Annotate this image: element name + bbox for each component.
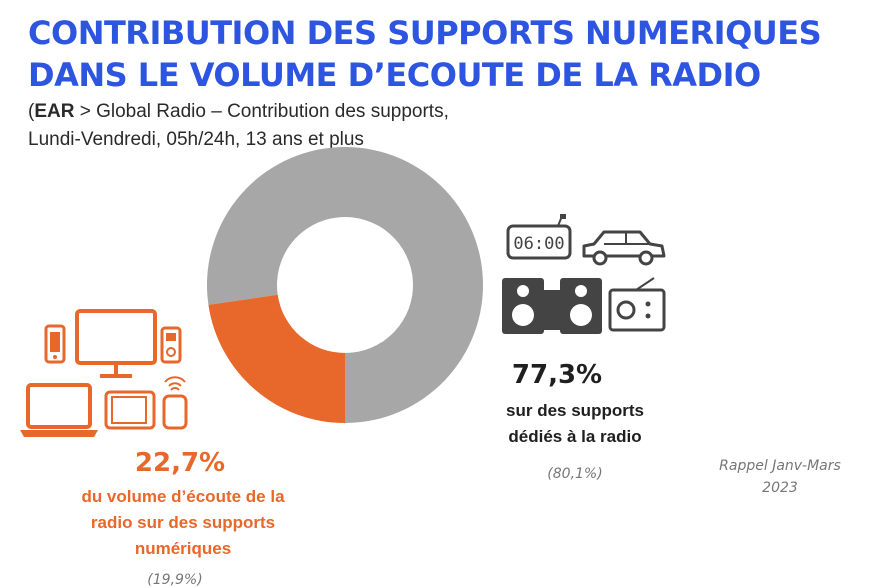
radio-share-previous: (80,1%) <box>547 466 603 482</box>
radio-share-label-line-2: dédiés à la radio <box>508 427 642 446</box>
digital-share-label: du volume d’écoute de la radio sur des s… <box>28 484 338 562</box>
car-icon <box>582 230 666 266</box>
donut-slice-radio <box>207 147 483 423</box>
rappel-line-1: Rappel Janv-Mars <box>719 458 841 474</box>
subtitle-source: EAR <box>34 101 75 122</box>
page-title: CONTRIBUTION DES SUPPORTS NUMERIQUES DAN… <box>28 12 868 96</box>
smartphone-icon <box>44 324 66 364</box>
smart-speaker-icon <box>162 376 188 430</box>
subtitle-line-1: > Global Radio – Contribution des suppor… <box>74 101 449 122</box>
radio-icon <box>608 277 666 332</box>
digital-share-previous: (19,9%) <box>147 572 203 588</box>
title-line-2: DANS LE VOLUME D’ECOUTE DE LA RADIO <box>28 56 761 94</box>
laptop-icon <box>20 383 98 437</box>
digital-share-value: 22,7% <box>134 448 226 478</box>
digital-share-label-line-2: radio sur des supports <box>90 513 276 532</box>
subtitle: (EAR > Global Radio – Contribution des s… <box>28 98 728 154</box>
tablet-icon <box>104 390 156 430</box>
alarm-clock-icon: 06:00 <box>506 214 572 260</box>
clock-text: 06:00 <box>513 234 564 254</box>
title-line-1: CONTRIBUTION DES SUPPORTS NUMERIQUES <box>28 14 822 52</box>
donut-slice-digital <box>208 294 345 423</box>
speakers-icon <box>502 278 602 334</box>
monitor-icon <box>75 309 157 378</box>
rappel-line-2: 2023 <box>762 480 798 496</box>
radio-share-label-line-1: sur des supports <box>506 401 644 420</box>
radio-share-value: 77,3% <box>511 360 603 390</box>
rappel-note: Rappel Janv-Mars 2023 <box>690 455 870 499</box>
digital-share-label-line-3: numériques <box>134 539 232 558</box>
subtitle-line-2: Lundi-Vendredi, 05h/24h, 13 ans et plus <box>28 129 364 150</box>
subtitle-paren: ( <box>28 101 35 122</box>
radio-share-label: sur des supports dédiés à la radio <box>470 398 680 450</box>
digital-share-label-line-1: du volume d’écoute de la <box>81 487 285 506</box>
mp3-player-icon <box>160 326 182 364</box>
